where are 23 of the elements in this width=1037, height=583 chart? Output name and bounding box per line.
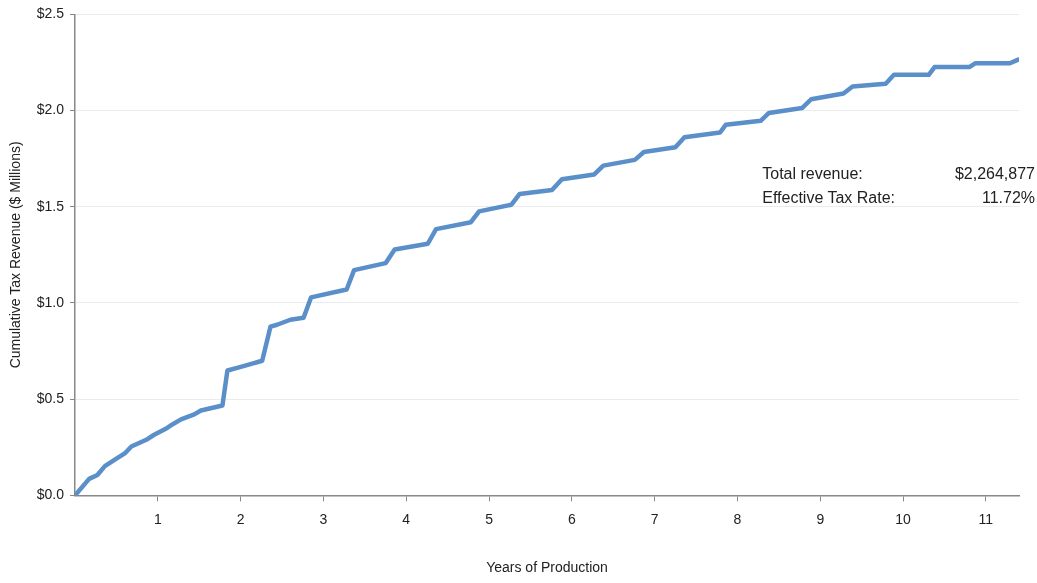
annotation: Effective Tax Rate: (762, 189, 896, 207)
y-tick-label: $1.5 (36, 197, 65, 214)
y-tick-label: $2.5 (36, 5, 65, 22)
x-axis-title: Years of Production (486, 559, 608, 576)
x-tick-label: 1 (153, 510, 162, 527)
y-tick-label: $0.0 (36, 486, 65, 503)
x-tick-label: 2 (236, 510, 245, 527)
x-tick-label: 6 (567, 510, 576, 527)
x-tick-label: 4 (402, 510, 411, 527)
x-tick-label: 7 (650, 510, 659, 527)
x-tick-label: 10 (895, 510, 912, 527)
x-tick-label: 11 (978, 510, 994, 527)
x-tick-label: 3 (319, 510, 328, 527)
y-tick-label: $0.5 (36, 390, 65, 407)
annotation: 11.72% (981, 189, 1035, 207)
y-tick-label: $1.0 (36, 293, 65, 310)
annotation: Total revenue: (762, 165, 863, 183)
y-axis-title: Cumulative Tax Revenue ($ Millions) (7, 141, 24, 369)
annotation: $2,264,877 (954, 165, 1036, 183)
x-tick-label: 8 (733, 510, 742, 527)
x-tick-label: 5 (485, 510, 494, 527)
x-tick-label: 9 (816, 510, 825, 527)
y-tick-label: $2.0 (36, 101, 65, 118)
